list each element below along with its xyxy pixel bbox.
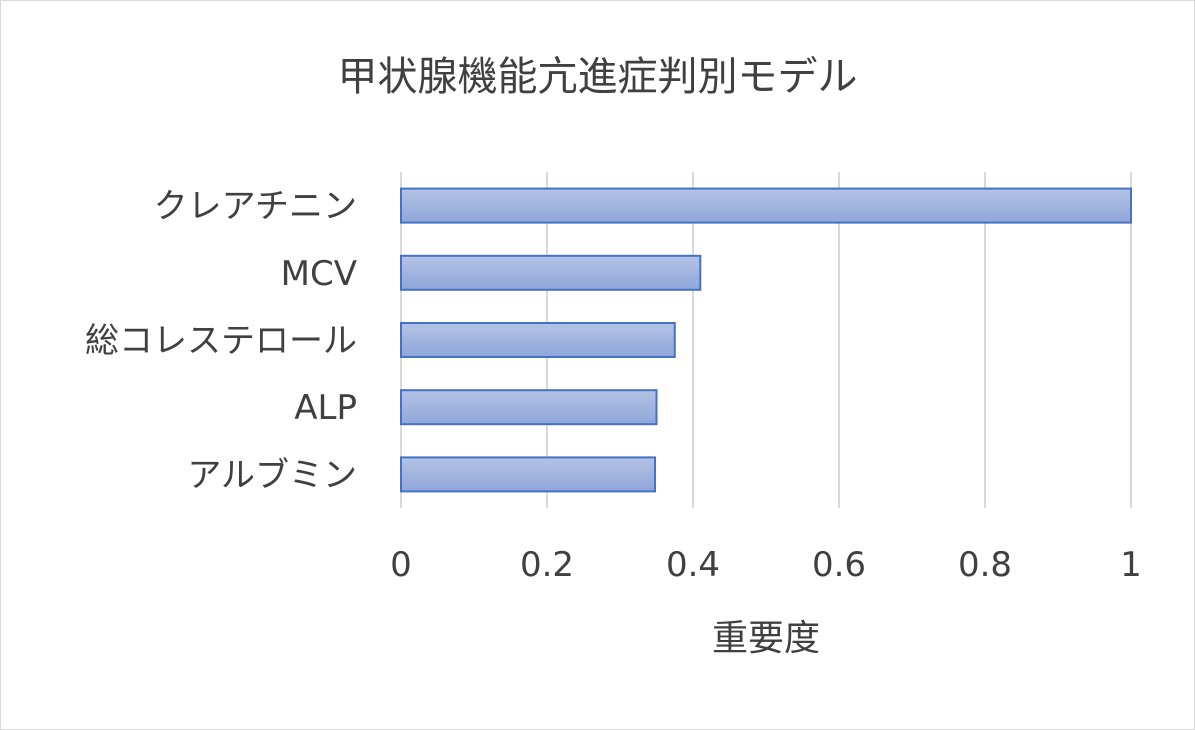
bar-4 (400, 456, 657, 493)
x-tick-label-4: 0.8 (958, 545, 1012, 585)
bar-3 (400, 389, 658, 426)
x-tick-label-0: 0 (390, 545, 412, 585)
x-axis-label: 重要度 (712, 618, 820, 659)
bar-2 (400, 322, 676, 358)
category-label-0: クレアチニン (154, 187, 357, 227)
chart-title: 甲状腺機能亢進症判別モデル (337, 54, 858, 100)
x-tick-label-1: 0.2 (520, 545, 574, 585)
category-labels: クレアチニン MCV 総コレステロール ALP アルブミン (85, 187, 357, 496)
bars (400, 187, 1132, 493)
x-tick-label-5: 1 (1120, 545, 1142, 585)
x-tick-label-3: 0.6 (812, 545, 866, 585)
category-label-3: ALP (294, 388, 357, 428)
x-tick-label-2: 0.4 (666, 545, 720, 585)
category-label-4: アルブミン (187, 455, 357, 495)
category-label-2: 総コレステロール (85, 321, 357, 361)
x-tick-labels: 0 0.2 0.4 0.6 0.8 1 (390, 545, 1142, 585)
bar-1 (400, 254, 702, 291)
bar-0 (400, 187, 1132, 224)
category-label-1: MCV (281, 254, 357, 294)
